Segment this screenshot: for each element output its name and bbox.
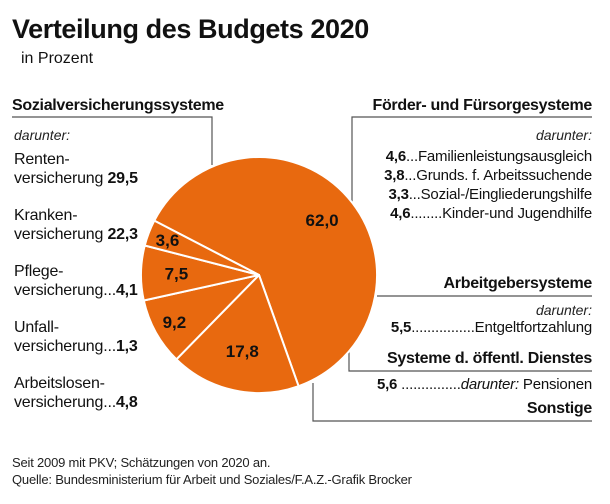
- foerder-item: 4,6...Familienleistungsausgleich: [384, 147, 592, 166]
- item-dots: ...: [103, 394, 116, 411]
- item-dots: ...: [103, 338, 116, 355]
- group-heading-foerder: Förder- und Fürsorgesysteme: [372, 97, 592, 114]
- group-heading-sonstige: Sonstige: [526, 400, 592, 417]
- item-value: 1,3: [115, 338, 138, 355]
- leader-line-sonstige: [312, 383, 592, 422]
- legend-item-kranken: Kranken- versicherung 22,3: [14, 206, 138, 244]
- item-value: 4,6: [385, 148, 407, 165]
- item-value: 5,6: [376, 376, 398, 393]
- item-value: 4,1: [115, 282, 138, 299]
- item-value: 5,5: [390, 319, 412, 336]
- item-label: Familienleistungsausgleich: [417, 148, 592, 165]
- darunter-label-foerder: darunter:: [535, 127, 592, 143]
- oeffentl-item: 5,6 ...............darunter: Pensionen: [377, 375, 592, 394]
- item-value: 4,6: [390, 205, 411, 222]
- chart-title: Verteilung des Budgets 2020: [12, 14, 369, 44]
- item-label: Pensionen: [518, 376, 592, 393]
- pie-slice-2: [175, 274, 300, 394]
- foerder-item: 3,3...Sozial-/Eingliederungshilfe: [384, 185, 592, 204]
- item-dots: ...: [103, 282, 116, 299]
- leader-line-sozial: [12, 116, 213, 165]
- pie-slice-label: 7,5: [165, 265, 189, 284]
- group-heading-arbeitgeber: Arbeitgebersysteme: [443, 275, 593, 292]
- group-heading-sozial: Sozialversicherungssysteme: [12, 97, 224, 114]
- item-label-line2: versicherung: [14, 282, 104, 299]
- darunter-label-arbeitgeber: darunter:: [535, 302, 592, 318]
- item-dots: ...............: [397, 376, 461, 393]
- legend-item-unfall: Unfall- versicherung...1,3: [14, 318, 138, 356]
- darunter-label-oeffentl: darunter:: [460, 376, 519, 393]
- item-dots: ...: [408, 186, 421, 203]
- item-label-line1: Unfall-: [14, 319, 59, 336]
- group-heading-oeffentl: Systeme d. öffentl. Dienstes: [387, 350, 592, 367]
- foerder-item: 3,8...Grunds. f. Arbeitssuchende: [384, 166, 592, 185]
- legend-item-renten: Renten- versicherung 29,5: [14, 150, 138, 188]
- pie-slice-label: 9,2: [163, 313, 187, 332]
- item-value: 3,3: [388, 186, 409, 203]
- item-value: 3,8: [384, 167, 405, 184]
- legend-item-pflege: Pflege- versicherung...4,1: [14, 262, 138, 300]
- item-label-line2: versicherung: [14, 226, 104, 243]
- chart-subtitle: in Prozent: [21, 50, 94, 67]
- item-value: 22,3: [107, 226, 138, 243]
- pie-slice-label: 3,6: [156, 231, 180, 250]
- item-label-line1: Renten-: [14, 151, 70, 168]
- arbeitgeber-item: 5,5................Entgeltfortzahlung: [391, 318, 592, 337]
- footer-source: Quelle: Bundesministerium für Arbeit und…: [12, 472, 412, 487]
- pie-slices: [140, 156, 378, 394]
- item-label: Grunds. f. Arbeitssuchende: [416, 167, 592, 184]
- leader-line-foerder: [351, 116, 592, 205]
- item-label: Sozial-/Eingliederungshilfe: [420, 186, 593, 203]
- item-value: 4,8: [115, 394, 138, 411]
- item-label: Entgeltfortzahlung: [474, 319, 593, 336]
- pie-slice-labels: 62,0 17,8 9,2 7,5 3,6: [156, 211, 339, 361]
- item-label-line1: Arbeitslosen-: [14, 375, 105, 392]
- pie-slice-1: [153, 156, 378, 388]
- item-label-line2: versicherung: [14, 338, 104, 355]
- item-dots: ...: [404, 167, 417, 184]
- pie-slice-label: 17,8: [226, 342, 259, 361]
- item-label-line1: Kranken-: [14, 207, 78, 224]
- item-dots: ...: [406, 148, 418, 165]
- foerder-item: 4,6........Kinder-und Jugendhilfe: [384, 204, 592, 223]
- item-label: Kinder-und Jugendhilfe: [442, 205, 592, 222]
- footer-note: Seit 2009 mit PKV; Schätzungen von 2020 …: [12, 455, 271, 470]
- item-label-line1: Pflege-: [14, 263, 64, 280]
- item-dots: ........: [410, 205, 443, 222]
- pie-slice-label: 62,0: [306, 211, 339, 230]
- item-value: 29,5: [107, 170, 138, 187]
- pie-slice-5: [143, 219, 260, 276]
- item-dots: ................: [411, 319, 475, 336]
- item-label-line2: versicherung: [14, 394, 104, 411]
- item-label-line2: versicherung: [14, 170, 104, 187]
- darunter-label-sozial: darunter:: [14, 127, 71, 143]
- legend-item-arbeitslosen: Arbeitslosen- versicherung...4,8: [14, 374, 138, 412]
- foerder-items: 4,6...Familienleistungsausgleich 3,8...G…: [384, 147, 592, 223]
